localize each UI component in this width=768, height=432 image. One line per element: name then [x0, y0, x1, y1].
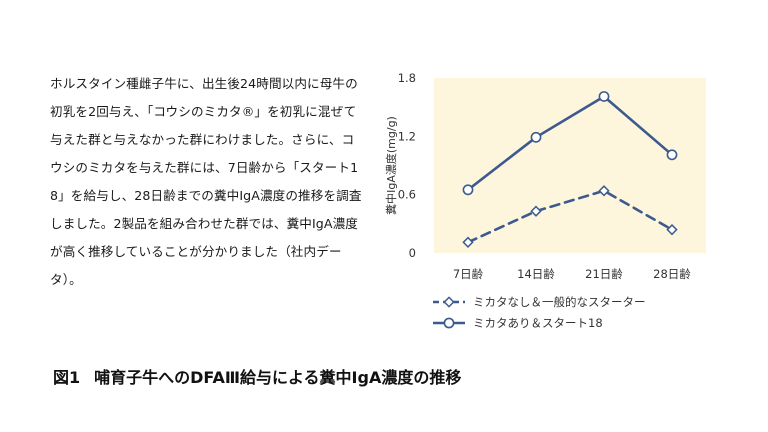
series-2-point — [666, 149, 678, 161]
legend-item-2: ミカタあり＆スタート18 — [433, 316, 603, 330]
x-axis-ticks: 7日齢 14日齢 21日齢 28日齢 — [453, 267, 691, 281]
x-tick-label: 21日齢 — [585, 267, 623, 281]
series-1-point — [530, 205, 542, 217]
series-layer — [462, 91, 678, 248]
figure-number: 図1 — [53, 368, 81, 387]
x-tick-label: 28日齢 — [653, 267, 691, 281]
x-tick-label: 7日齢 — [453, 267, 484, 281]
y-axis-ticks: 0 0.6 1.2 1.8 — [398, 71, 416, 260]
y-tick-label: 0.6 — [398, 188, 416, 202]
x-tick-label: 14日齢 — [517, 267, 555, 281]
series-2-point — [530, 131, 542, 143]
y-tick-label: 1.8 — [398, 71, 416, 85]
series-2-point — [598, 91, 610, 102]
legend-marker — [443, 317, 455, 329]
description-text: ホルスタイン種雌子牛に、出生後24時間以内に母牛の初乳を2回与え、「コウシのミカ… — [50, 76, 362, 287]
series-1 — [462, 185, 678, 248]
legend-marker — [443, 296, 455, 308]
figure-title: 哺育子牛へのDFAⅢ給与による糞中IgA濃度の推移 — [94, 368, 462, 387]
series-1-point — [666, 224, 678, 236]
series-2-point — [462, 184, 474, 196]
series-1-point — [598, 185, 610, 197]
legend-item-1: ミカタなし＆一般的なスターター — [433, 295, 646, 309]
legend-label: ミカタなし＆一般的なスターター — [473, 295, 646, 309]
y-tick-label: 1.2 — [398, 129, 416, 143]
y-tick-label: 0 — [409, 246, 416, 260]
figure-caption: 図1 哺育子牛へのDFAⅢ給与による糞中IgA濃度の推移 — [53, 364, 461, 388]
series-2-line — [466, 95, 674, 192]
series-1-line — [466, 189, 674, 244]
series-1-point — [462, 236, 474, 248]
series-2 — [462, 91, 678, 196]
y-axis-label: 糞中IgA濃度(mg/g) — [384, 116, 398, 215]
legend-label: ミカタあり＆スタート18 — [473, 316, 603, 330]
